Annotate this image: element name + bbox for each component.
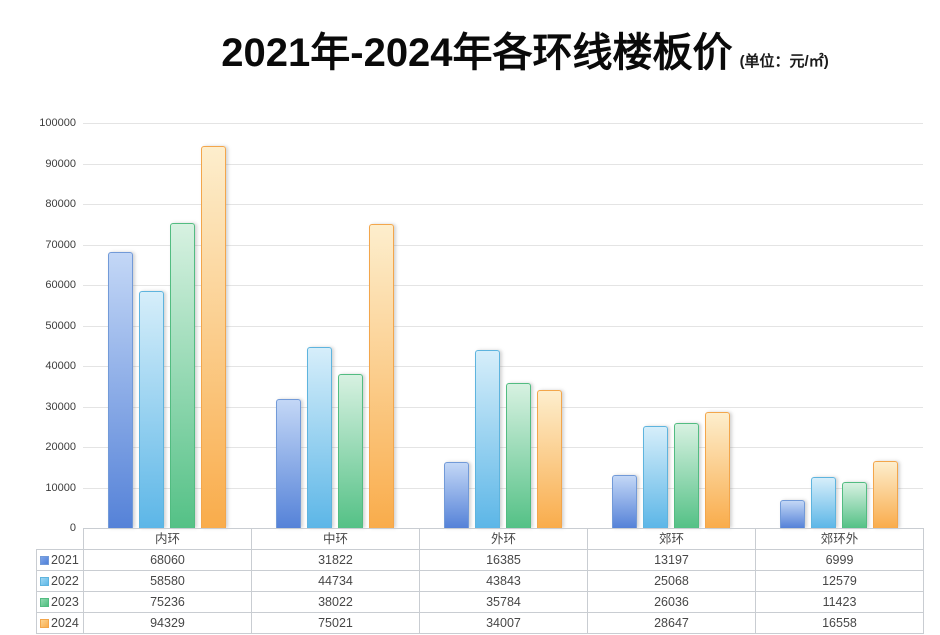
bar-2023-内环 <box>170 223 195 528</box>
y-tick-label: 100000 <box>39 117 76 129</box>
chart-unit-label: (单位：元/㎡) <box>739 53 829 70</box>
bar-2021-郊环外 <box>780 500 805 528</box>
bar-2023-外环 <box>506 383 531 528</box>
legend-swatch <box>40 618 49 628</box>
value-cell: 38022 <box>251 590 420 613</box>
legend-cell: 2024 <box>36 611 84 634</box>
y-tick-label: 10000 <box>45 481 76 494</box>
gridline <box>83 406 923 408</box>
bar-2022-外环 <box>475 350 500 528</box>
table-row: 2022 58580 44734 43843 25068 12579 <box>36 569 924 592</box>
bar-2021-外环 <box>444 462 469 528</box>
legend-cell: 2022 <box>36 569 84 592</box>
value-cell: 13197 <box>587 548 756 571</box>
y-tick-label: 30000 <box>45 400 76 413</box>
value-cell: 35784 <box>419 590 588 613</box>
value-cell: 6999 <box>755 548 924 571</box>
y-tick-label: 40000 <box>45 360 76 372</box>
value-cell: 31822 <box>251 548 420 571</box>
gridline <box>83 123 923 124</box>
category-header: 外环 <box>419 528 588 550</box>
y-tick-label: 90000 <box>45 157 76 170</box>
y-tick-label: 20000 <box>45 441 76 453</box>
category-header: 郊环外 <box>755 528 924 550</box>
table-row: 2021 68060 31822 16385 13197 6999 <box>36 548 924 571</box>
value-cell: 11423 <box>755 590 924 613</box>
table-corner-cell <box>37 529 84 550</box>
gridline <box>83 325 923 327</box>
y-tick-label: 50000 <box>45 319 76 332</box>
gridline <box>83 447 923 448</box>
gridline <box>83 163 923 165</box>
legend-cell: 2021 <box>36 548 84 571</box>
y-tick-label: 0 <box>69 522 76 534</box>
series-year-label: 2022 <box>51 573 79 588</box>
bar-2023-郊环 <box>674 423 699 528</box>
value-cell: 16385 <box>419 548 588 571</box>
legend-swatch <box>40 597 49 607</box>
value-cell: 58580 <box>83 569 252 592</box>
data-table: 内环 中环 外环 郊环 郊环外 2021 68060 31822 16385 13197 6999 2… <box>36 528 924 634</box>
bar-2021-郊环 <box>612 475 637 528</box>
bar-2022-中环 <box>307 347 332 528</box>
category-header: 内环 <box>83 528 252 550</box>
value-cell: 43843 <box>419 569 588 592</box>
value-cell: 75236 <box>83 590 252 613</box>
chart-title: 2021年-2024年各环线楼板价 <box>221 31 733 75</box>
y-tick-label: 60000 <box>45 279 76 291</box>
table-row: 2024 94329 75021 34007 28647 16558 <box>36 611 924 634</box>
value-cell: 16558 <box>755 611 924 634</box>
legend-cell: 2023 <box>36 590 84 613</box>
value-cell: 26036 <box>587 590 756 613</box>
bar-2024-外环 <box>537 390 562 528</box>
bar-2023-中环 <box>338 374 363 528</box>
gridline <box>83 366 923 367</box>
bar-2021-中环 <box>276 399 301 528</box>
bar-2024-郊环外 <box>873 461 898 528</box>
value-cell: 34007 <box>419 611 588 634</box>
bar-2024-内环 <box>201 146 226 528</box>
bar-2022-内环 <box>139 291 164 528</box>
y-tick-label: 80000 <box>45 198 76 210</box>
bar-2023-郊环外 <box>842 482 867 528</box>
value-cell: 94329 <box>83 611 252 634</box>
gridline <box>83 204 923 205</box>
value-cell: 25068 <box>587 569 756 592</box>
bar-2022-郊环外 <box>811 477 836 528</box>
plot-area <box>83 123 923 528</box>
category-header: 郊环 <box>587 528 756 550</box>
chart-title-row: 2021年-2024年各环线楼板价 (单位：元/㎡) <box>55 20 940 78</box>
category-header: 中环 <box>251 528 420 550</box>
bar-2022-郊环 <box>643 426 668 528</box>
series-year-label: 2023 <box>51 594 79 609</box>
bar-2021-内环 <box>108 252 133 528</box>
series-year-label: 2024 <box>51 615 79 630</box>
table-row: 2023 75236 38022 35784 26036 11423 <box>36 590 924 613</box>
gridline <box>83 244 923 246</box>
legend-swatch <box>40 576 49 586</box>
value-cell: 44734 <box>251 569 420 592</box>
gridline <box>83 285 923 286</box>
value-cell: 75021 <box>251 611 420 634</box>
bar-2024-郊环 <box>705 412 730 528</box>
legend-swatch <box>40 555 49 565</box>
series-year-label: 2021 <box>51 552 79 567</box>
value-cell: 68060 <box>83 548 252 571</box>
value-cell: 28647 <box>587 611 756 634</box>
gridline <box>83 487 923 489</box>
y-tick-label: 70000 <box>45 238 76 251</box>
bar-2024-中环 <box>369 224 394 528</box>
value-cell: 12579 <box>755 569 924 592</box>
table-header-row: 内环 中环 外环 郊环 郊环外 <box>37 528 924 550</box>
